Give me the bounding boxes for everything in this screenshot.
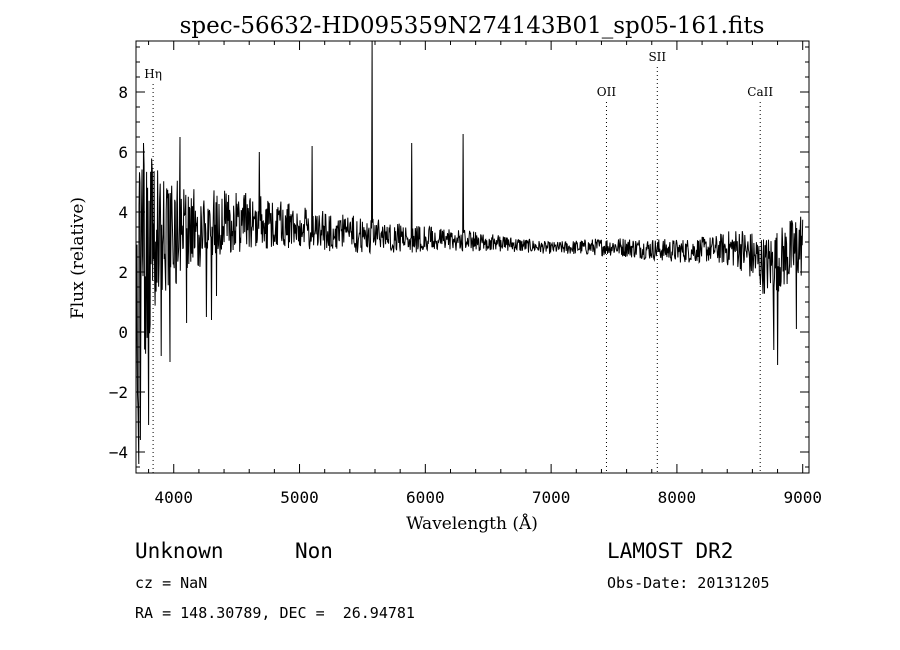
x-tick-label: 7000 bbox=[532, 488, 571, 507]
x-tick-label: 6000 bbox=[406, 488, 445, 507]
line-marker-label: OII bbox=[597, 85, 617, 99]
object-subclass: Non bbox=[295, 539, 333, 563]
redshift-value: cz = NaN bbox=[135, 574, 208, 592]
x-tick-label: 9000 bbox=[783, 488, 822, 507]
line-marker-label: SII bbox=[648, 50, 666, 64]
y-tick-label: −2 bbox=[109, 383, 128, 402]
object-class: Unknown bbox=[135, 539, 224, 563]
x-tick-label: 5000 bbox=[280, 488, 319, 507]
coordinates-value: RA = 148.30789, DEC = 26.94781 bbox=[135, 604, 415, 622]
y-tick-label: 6 bbox=[118, 143, 128, 162]
x-tick-label: 8000 bbox=[658, 488, 697, 507]
survey-name: LAMOST DR2 bbox=[607, 539, 734, 563]
line-marker-label: Hη bbox=[144, 67, 162, 81]
x-tick-label: 4000 bbox=[154, 488, 193, 507]
line-marker-label: CaII bbox=[747, 85, 773, 99]
y-axis: −4 −2 0 2 4 6 8 bbox=[109, 46, 809, 468]
y-tick-label: −4 bbox=[109, 443, 128, 462]
y-tick-label: 2 bbox=[118, 263, 128, 282]
y-axis-label: Flux (relative) bbox=[68, 197, 88, 319]
spectrum-line bbox=[135, 40, 804, 465]
y-tick-label: 4 bbox=[118, 203, 128, 222]
x-axis: 4000 5000 6000 7000 8000 9000 bbox=[148, 41, 822, 507]
line-markers: Hη OII SII CaII bbox=[144, 50, 773, 473]
x-axis-label: Wavelength (Å) bbox=[406, 513, 538, 534]
y-tick-label: 8 bbox=[118, 83, 128, 102]
chart-title: spec-56632-HD095359N274143B01_sp05-161.f… bbox=[180, 13, 765, 39]
spectrum-series bbox=[135, 40, 804, 465]
observation-date: Obs-Date: 20131205 bbox=[607, 574, 770, 592]
y-tick-label: 0 bbox=[118, 323, 128, 342]
